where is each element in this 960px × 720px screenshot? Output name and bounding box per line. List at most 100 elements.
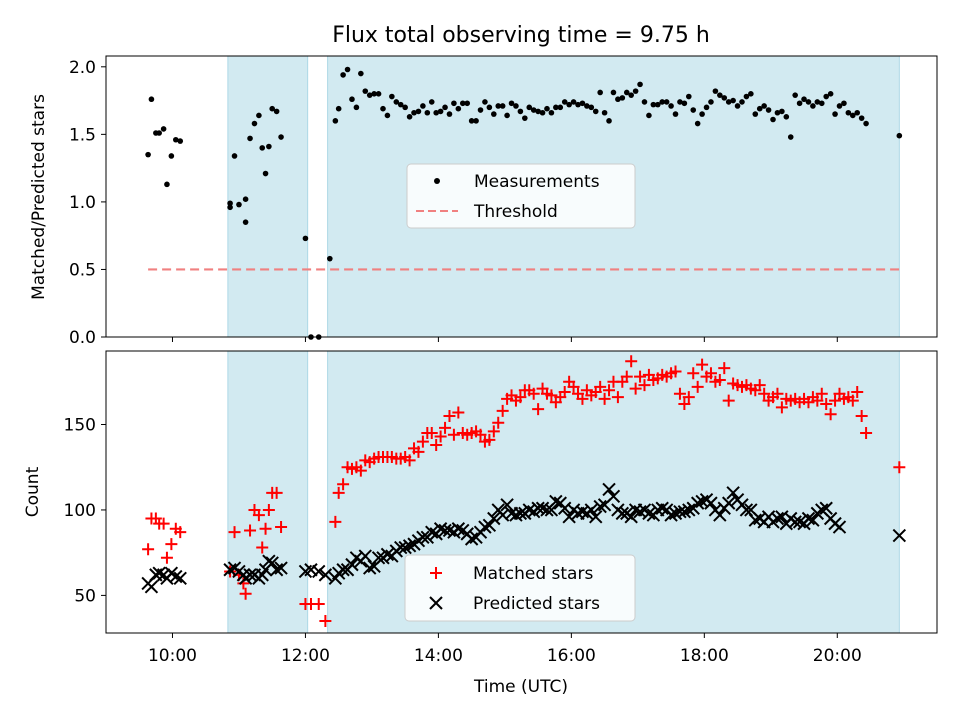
y-tick-label: 0.5 <box>69 260 96 280</box>
measurement-point <box>420 103 426 109</box>
measurement-point <box>428 99 435 105</box>
matched-star-point <box>244 524 257 537</box>
measurement-point <box>650 101 657 108</box>
predicted-star-point <box>624 510 638 524</box>
matched-star-point <box>625 355 638 368</box>
matched-star-point <box>157 517 170 530</box>
predicted-star-point <box>274 561 288 575</box>
y-tick-label: 100 <box>64 501 96 521</box>
measurement-point <box>734 103 741 109</box>
measurement-point <box>805 99 812 105</box>
predicted-star-point <box>682 503 696 517</box>
predicted-star-point <box>721 496 736 510</box>
matched-star-point <box>452 406 465 419</box>
measurement-point <box>145 151 151 158</box>
measurement-point <box>477 107 484 113</box>
top-y-axis-label: Matched/Predicted stars <box>29 94 49 300</box>
predicted-star-point <box>304 563 318 577</box>
measurement-point <box>491 111 497 117</box>
measurement-point <box>796 100 803 107</box>
bottom-legend: Matched stars Predicted stars <box>404 554 636 622</box>
predicted-star-point <box>664 508 678 522</box>
measurement-point <box>570 99 577 105</box>
measurement-point <box>770 116 776 123</box>
matched-star-point <box>496 404 509 417</box>
predicted-star-point <box>655 501 669 515</box>
top-legend-box <box>406 163 636 229</box>
measurement-point <box>721 95 728 101</box>
measurement-point <box>227 204 233 211</box>
x-tick-label: 18:00 <box>680 646 729 666</box>
matched-star-point <box>815 387 828 400</box>
measurement-point <box>801 96 807 103</box>
measurement-point <box>632 88 639 94</box>
measurement-point <box>761 103 767 109</box>
measurement-point <box>442 104 448 111</box>
measurement-point <box>748 91 754 97</box>
measurement-point <box>530 107 537 113</box>
measurement-point <box>397 101 404 108</box>
predicted-star-point <box>549 494 563 509</box>
predicted-star-point <box>606 489 621 503</box>
legend-measurements-label: Measurements <box>474 172 600 192</box>
bottom-legend-box <box>404 554 636 622</box>
measurement-point <box>173 136 179 143</box>
matched-star-point <box>638 379 651 392</box>
predicted-star-point <box>589 510 603 524</box>
measurement-point <box>486 104 493 111</box>
matched-star-point <box>558 386 571 399</box>
matched-star-point <box>262 503 275 516</box>
predicted-star-point <box>451 522 466 536</box>
measurement-point <box>610 89 617 96</box>
predicted-star-point <box>584 503 599 517</box>
measurement-point <box>504 112 510 119</box>
measurement-point <box>659 99 666 105</box>
matched-star-point <box>829 394 842 407</box>
measurement-point <box>464 100 471 107</box>
measurement-point <box>437 108 444 115</box>
predicted-star-point <box>726 486 740 500</box>
measurement-point <box>783 113 790 120</box>
matched-star-point <box>514 391 527 404</box>
predicted-star-point <box>770 511 785 526</box>
measurement-point <box>508 100 515 107</box>
measurement-point <box>247 135 253 142</box>
measurement-point <box>231 153 238 159</box>
matched-star-point <box>319 615 332 628</box>
predicted-star-point <box>792 515 807 529</box>
matched-star-point <box>673 387 686 400</box>
predicted-star-point <box>464 532 479 546</box>
measurement-point <box>340 72 346 78</box>
matched-star-point <box>704 367 717 380</box>
measurement-point <box>384 112 391 119</box>
measurement-point <box>535 108 541 115</box>
matched-star-point <box>687 367 700 380</box>
predicted-star-point <box>544 503 559 517</box>
measurement-point <box>353 104 360 111</box>
predicted-star-point <box>169 569 183 584</box>
measurement-point <box>256 112 262 119</box>
matched-star-point <box>270 486 283 499</box>
matched-star-point <box>893 461 906 474</box>
predicted-star-point <box>801 511 816 526</box>
y-tick-label: 150 <box>64 415 96 435</box>
measurement-point <box>708 99 714 105</box>
x-tick-label: 20:00 <box>813 646 862 666</box>
predicted-star-point <box>152 566 166 580</box>
measurement-point <box>544 105 550 112</box>
measurement-point <box>459 100 466 107</box>
measurement-point <box>517 108 524 115</box>
measurement-point <box>841 100 847 107</box>
measurement-point <box>495 103 502 109</box>
predicted-star-point <box>398 540 412 555</box>
measurement-point <box>393 99 400 105</box>
y-tick-label: 1.0 <box>69 193 96 213</box>
matched-star-point <box>576 392 589 405</box>
measurement-point <box>739 99 745 105</box>
predicted-star-point <box>345 557 359 572</box>
measurement-point <box>836 103 843 109</box>
matched-star-point <box>824 408 837 421</box>
measurement-point <box>371 91 377 97</box>
predicted-star-point <box>832 520 847 534</box>
matched-star-point <box>532 403 545 416</box>
